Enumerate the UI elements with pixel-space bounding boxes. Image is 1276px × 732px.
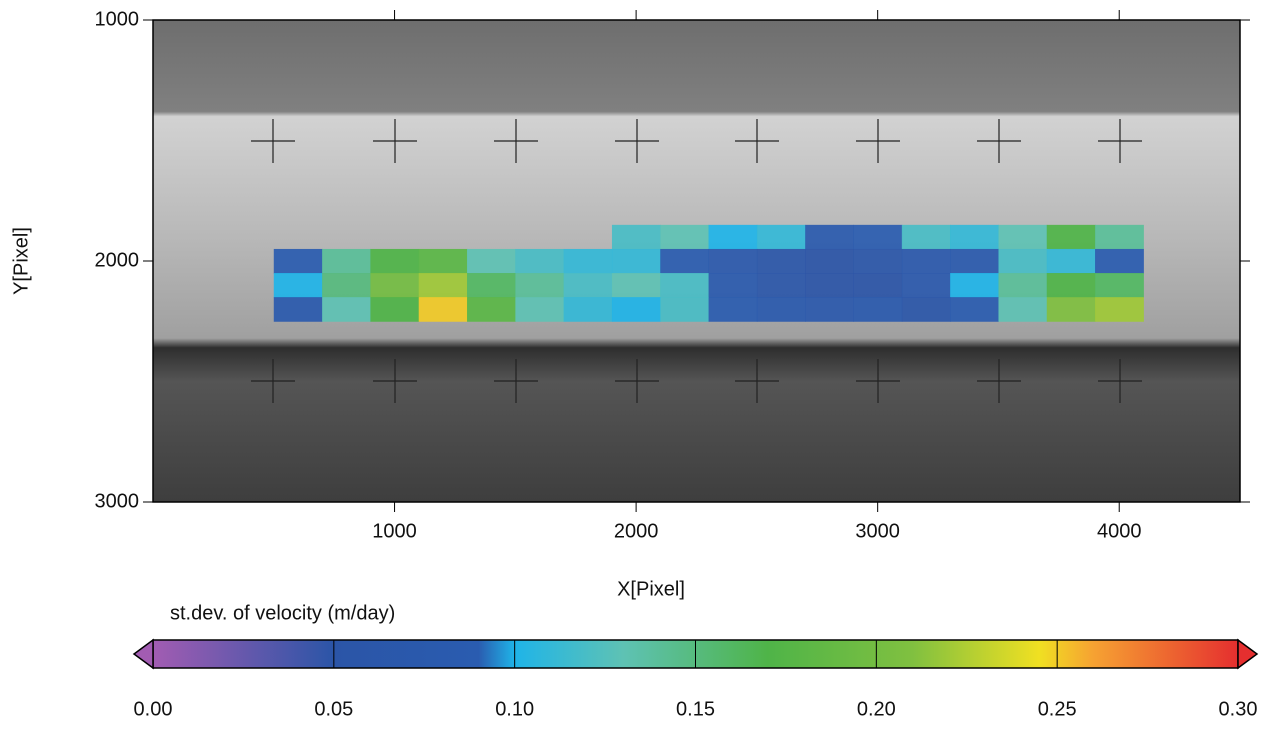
heatmap-cell — [902, 273, 951, 298]
x-tick-label: 2000 — [614, 520, 659, 542]
heatmap-cell — [1095, 273, 1144, 298]
heatmap-cell — [612, 225, 661, 250]
heatmap-cell — [998, 225, 1047, 250]
heatmap-cell — [1047, 297, 1096, 322]
x-tick-label: 1000 — [372, 520, 417, 542]
heatmap-cell — [467, 297, 516, 322]
heatmap-cell — [660, 249, 709, 274]
heatmap-cell — [419, 273, 468, 298]
colorbar-tick-label: 0.15 — [676, 698, 715, 720]
heatmap-cell — [950, 273, 999, 298]
y-tick-label: 2000 — [95, 249, 140, 271]
heatmap-cell — [612, 273, 661, 298]
colorbar-label: st.dev. of velocity (m/day) — [170, 602, 395, 624]
heatmap-cell — [322, 249, 371, 274]
heatmap-cell — [709, 249, 758, 274]
colorbar-tick-label: 0.25 — [1038, 698, 1077, 720]
heatmap-cell — [854, 297, 903, 322]
heatmap-cell — [805, 225, 854, 250]
heatmap-cell — [515, 249, 564, 274]
heatmap-cell — [612, 297, 661, 322]
heatmap-cell — [709, 273, 758, 298]
heatmap-cell — [612, 249, 661, 274]
heatmap-cell — [998, 249, 1047, 274]
colorbar-over — [1238, 640, 1257, 668]
heatmap-cell — [515, 297, 564, 322]
heatmap-cell — [564, 273, 613, 298]
heatmap-cell — [660, 273, 709, 298]
heatmap-cell — [854, 225, 903, 250]
heatmap-cell — [950, 297, 999, 322]
heatmap-cell — [370, 297, 419, 322]
heatmap-cell — [322, 273, 371, 298]
heatmap-cell — [709, 225, 758, 250]
heatmap-cell — [902, 297, 951, 322]
heatmap-cell — [274, 297, 323, 322]
heatmap-cell — [757, 249, 806, 274]
heatmap-cell — [274, 273, 323, 298]
y-tick-label: 3000 — [95, 490, 140, 512]
heatmap-cell — [950, 225, 999, 250]
colorbar-tick-label: 0.20 — [857, 698, 896, 720]
heatmap-cell — [419, 297, 468, 322]
colorbar-tick-label: 0.10 — [495, 698, 534, 720]
colorbar-tick-label: 0.30 — [1219, 698, 1258, 720]
heatmap-cell — [1095, 225, 1144, 250]
heatmap-cell — [757, 273, 806, 298]
heatmap-cell — [902, 249, 951, 274]
heatmap-cell — [564, 297, 613, 322]
heatmap-cell — [467, 273, 516, 298]
x-tick-label: 3000 — [855, 520, 900, 542]
heatmap-cell — [805, 249, 854, 274]
heatmap-cell — [1047, 225, 1096, 250]
heatmap-cell — [805, 273, 854, 298]
x-tick-label: 4000 — [1097, 520, 1142, 542]
heatmap-cell — [419, 249, 468, 274]
heatmap-cell — [757, 297, 806, 322]
heatmap-cell — [1047, 273, 1096, 298]
heatmap-cell — [1095, 249, 1144, 274]
heatmap-cell — [515, 273, 564, 298]
heatmap-cell — [854, 249, 903, 274]
colorbar-under — [134, 640, 153, 668]
y-tick-label: 1000 — [95, 8, 140, 30]
chart: X[Pixel] Y[Pixel] st.dev. of velocity (m… — [0, 0, 1276, 727]
heatmap-cell — [757, 225, 806, 250]
heatmap-cell — [370, 273, 419, 298]
y-axis-label: Y[Pixel] — [10, 227, 32, 295]
heatmap-cell — [370, 249, 419, 274]
heatmap-cell — [660, 297, 709, 322]
heatmap-cell — [998, 273, 1047, 298]
colorbar-tick-label: 0.00 — [134, 698, 173, 720]
x-axis-label: X[Pixel] — [617, 578, 685, 600]
heatmap-cell — [467, 249, 516, 274]
colorbar-tick-label: 0.05 — [314, 698, 353, 720]
heatmap-cell — [854, 273, 903, 298]
heatmap-cell — [805, 297, 854, 322]
heatmap-cell — [709, 297, 758, 322]
heatmap-cell — [1047, 249, 1096, 274]
heatmap-cell — [950, 249, 999, 274]
heatmap-cell — [660, 225, 709, 250]
heatmap-cell — [998, 297, 1047, 322]
heatmap-cell — [564, 249, 613, 274]
heatmap-cell — [902, 225, 951, 250]
heatmap-cell — [274, 249, 323, 274]
heatmap-cell — [322, 297, 371, 322]
heatmap-cell — [1095, 297, 1144, 322]
